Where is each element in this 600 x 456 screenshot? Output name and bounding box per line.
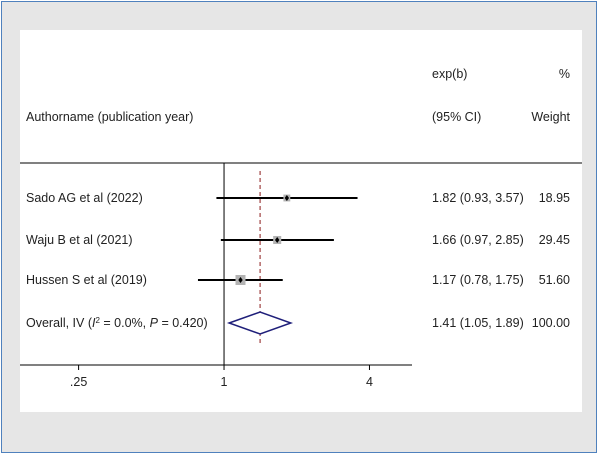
- overall-diamond: [226, 311, 294, 335]
- header-weight-label: Weight: [531, 110, 570, 124]
- header-effect-label: exp(b): [432, 67, 467, 81]
- header-percent-label: %: [559, 67, 570, 81]
- study-effect-text: 1.17 (0.78, 1.75): [432, 273, 524, 287]
- overall-effect-text: 1.41 (1.05, 1.89): [432, 316, 524, 330]
- study-weight-text: 18.95: [539, 191, 570, 205]
- study-label: Waju B et al (2021): [26, 233, 133, 247]
- x-tick-label: 1: [221, 375, 228, 389]
- study-label: Sado AG et al (2022): [26, 191, 143, 205]
- study-weight-text: 51.60: [539, 273, 570, 287]
- study-point-marker: [275, 237, 280, 243]
- study-point-marker: [284, 195, 290, 201]
- study-effect-text: 1.66 (0.97, 2.85): [432, 233, 524, 247]
- plot-panel: exp(b)% Authorname (publication year) (95%…: [20, 30, 582, 412]
- study-effect-text: 1.82 (0.93, 3.57): [432, 191, 524, 205]
- forest-plot: exp(b) % Authorname (publication year) (95%…: [20, 67, 582, 389]
- study-point-marker: [238, 277, 243, 283]
- study-weight-text: 29.45: [539, 233, 570, 247]
- overall-label: Overall, IV (I2 = 0.0%, P = 0.420): [26, 316, 208, 331]
- x-tick-label: 4: [366, 375, 373, 389]
- x-tick-label: .25: [70, 375, 87, 389]
- overall-weight-text: 100.00: [532, 316, 570, 330]
- header-ci-label: (95% CI): [432, 110, 481, 124]
- header-author-label: Authorname (publication year): [26, 110, 193, 124]
- study-label: Hussen S et al (2019): [26, 273, 147, 287]
